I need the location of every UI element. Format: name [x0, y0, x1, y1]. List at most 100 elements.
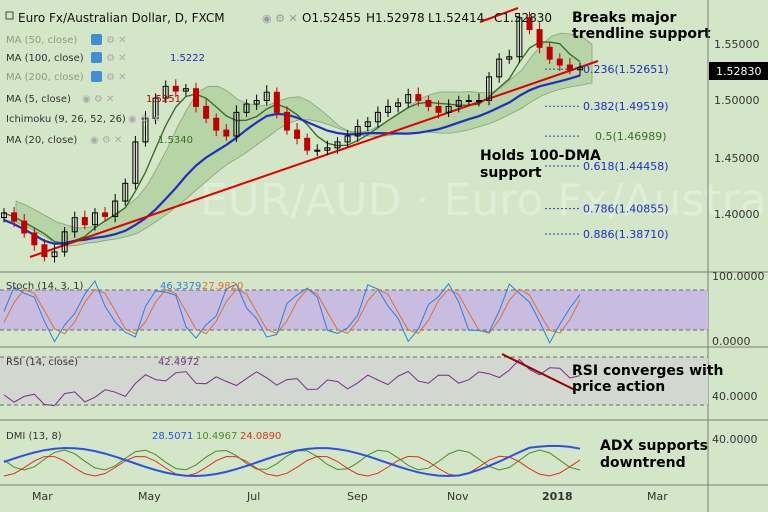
candle-body: [486, 76, 493, 102]
candle-body: [203, 105, 210, 119]
candle-body: [11, 212, 18, 222]
candle-body: [304, 137, 311, 151]
fib-label: 0.618(1.44458): [583, 160, 669, 173]
candle-body: [152, 97, 159, 119]
header-close: C1.52830: [494, 11, 552, 25]
dmi-label[interactable]: DMI (13, 8): [6, 431, 62, 442]
legend-ma20-value: 1.5340: [158, 135, 193, 146]
candle-body: [193, 88, 199, 107]
candle-body: [354, 126, 361, 137]
rsi-label[interactable]: RSI (14, close): [6, 357, 78, 368]
candle-body: [334, 141, 341, 149]
candle-body: [536, 29, 543, 48]
candle-body: [102, 212, 109, 217]
candle-body: [465, 100, 472, 103]
candle-body: [506, 56, 513, 60]
candle-body: [132, 141, 139, 184]
candle-body: [526, 17, 533, 31]
ma100-line: [3, 74, 581, 245]
candle-body: [405, 94, 412, 104]
stoch-band: [0, 290, 708, 330]
candle-body: [182, 88, 189, 92]
legend-ma5-value: 1.5251: [146, 94, 181, 105]
annotation-adx-2: downtrend: [600, 455, 686, 471]
legend-ma100-value: 1.5222: [170, 53, 205, 64]
legend-ichimoku-icons[interactable]: ◉ ⚙ ✕: [128, 114, 160, 125]
candle-body: [294, 129, 301, 139]
rsi-value: 42.4972: [158, 357, 199, 368]
candle-body: [425, 100, 432, 107]
candle-body: [41, 244, 48, 258]
candle-body: [172, 85, 179, 92]
legend-ma50-eye-icon[interactable]: [91, 34, 102, 45]
dmi-tick-40: 40.0000: [712, 433, 758, 446]
stoch-pane: Stoch (14, 3, 1) 46.3379 27.9820 100.000…: [0, 270, 765, 348]
annotation-rsi-1: RSI converges with: [572, 363, 723, 379]
rsi-pane: RSI (14, close) 42.4972 40.0000 RSI conv…: [0, 353, 758, 407]
candle-body: [61, 231, 68, 253]
candle-body: [233, 111, 240, 137]
legend-ma100[interactable]: MA (100, close): [6, 53, 84, 64]
candle-body: [455, 100, 462, 107]
candle-body: [435, 105, 442, 113]
header-title: Euro Fx/Australian Dollar, D, FXCM: [18, 11, 225, 25]
candle-body: [273, 91, 280, 113]
fib-label: 0.786(1.40855): [583, 203, 669, 216]
di-minus-line: [3, 455, 581, 477]
candle-body: [364, 121, 371, 128]
legend-ma50-icons[interactable]: ⚙ ✕: [106, 35, 127, 46]
legend-ma50[interactable]: MA (50, close): [6, 35, 77, 46]
dmi-pane: DMI (13, 8) 28.5071 10.4967 24.0890 40.0…: [3, 431, 758, 478]
rsi-divergence-line: [501, 353, 576, 391]
legend-ma100-eye-icon[interactable]: [91, 52, 102, 63]
candle-body: [162, 85, 169, 99]
rsi-line: [3, 358, 581, 407]
legend-ma200-icons[interactable]: ⚙ ✕: [106, 72, 127, 83]
legend-ma5-icons[interactable]: ◉ ⚙ ✕: [82, 94, 114, 105]
fib-label: 0.236(1.52651): [583, 63, 669, 76]
stoch-tick-0: 0.0000: [712, 335, 751, 348]
candle-body: [566, 64, 573, 71]
candle-body: [243, 103, 250, 113]
dmi-adx-value: 28.5071: [152, 431, 193, 442]
header-settings-icons[interactable]: ◉ ⚙ ✕: [262, 12, 298, 25]
time-tick-jul: Jul: [246, 490, 260, 503]
candle-body: [1, 212, 7, 219]
last-price-badge: [709, 62, 768, 80]
annotation-holds-1: Holds 100-DMA: [480, 148, 601, 164]
header-collapse-icon[interactable]: [5, 11, 14, 20]
time-axis[interactable]: Mar May Jul Sep Nov 2018 Mar: [32, 490, 668, 503]
legend-ma100-icons[interactable]: ⚙ ✕: [106, 53, 127, 64]
adx-line: [3, 444, 581, 478]
candle-body: [556, 58, 563, 66]
price-tick-145: 1.45000: [714, 152, 760, 165]
price-tick-140: 1.40000: [714, 208, 760, 221]
candle-body: [31, 232, 38, 246]
dmi-plus-value: 10.4967: [196, 431, 237, 442]
candle-body: [344, 135, 351, 143]
candle-body: [324, 147, 331, 151]
candle-body: [516, 17, 523, 58]
legend-ma5[interactable]: MA (5, close): [6, 94, 71, 105]
price-axis[interactable]: 1.55000 1.50000 1.45000 1.40000 1.52830: [707, 0, 768, 512]
legend-ma20-icons[interactable]: ◉ ⚙ ✕: [90, 135, 122, 146]
header-open: O1.52455: [302, 11, 361, 25]
candlesticks: [1, 11, 583, 263]
header-high: H1.52978: [366, 11, 425, 25]
legend-ma200-eye-icon[interactable]: [91, 71, 102, 82]
candle-body: [283, 111, 290, 131]
candle-body: [374, 111, 381, 123]
stoch-k-value: 46.3379: [160, 281, 201, 292]
fib-label: 0.886(1.38710): [583, 228, 669, 241]
stoch-label[interactable]: Stoch (14, 3, 1): [6, 281, 83, 292]
legend-ichimoku[interactable]: Ichimoku (9, 26, 52, 26): [6, 114, 126, 125]
legend-ma20[interactable]: MA (20, close): [6, 135, 77, 146]
time-tick-nov: Nov: [447, 490, 469, 503]
ichimoku-cloud: [15, 32, 593, 247]
candle-body: [314, 149, 321, 152]
candle-body: [546, 46, 553, 60]
annotation-rsi-2: price action: [572, 379, 665, 395]
legend-ma200[interactable]: MA (200, close): [6, 72, 84, 83]
time-tick-may: May: [138, 490, 161, 503]
